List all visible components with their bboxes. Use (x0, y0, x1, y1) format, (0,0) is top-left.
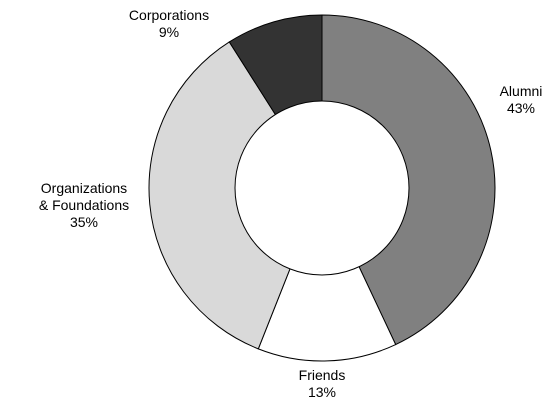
slice-label-organizations-and-foundations: Organizations & Foundations 35% (39, 180, 129, 230)
donut-hole (234, 100, 410, 276)
slice-label-alumni: Alumni 43% (500, 83, 543, 116)
slice-labels: Alumni 43% Friends 13% Organizations & Founda… (39, 7, 543, 400)
slice-label-corporations: Corporations 9% (129, 7, 209, 40)
slice-label-friends: Friends 13% (299, 367, 346, 400)
